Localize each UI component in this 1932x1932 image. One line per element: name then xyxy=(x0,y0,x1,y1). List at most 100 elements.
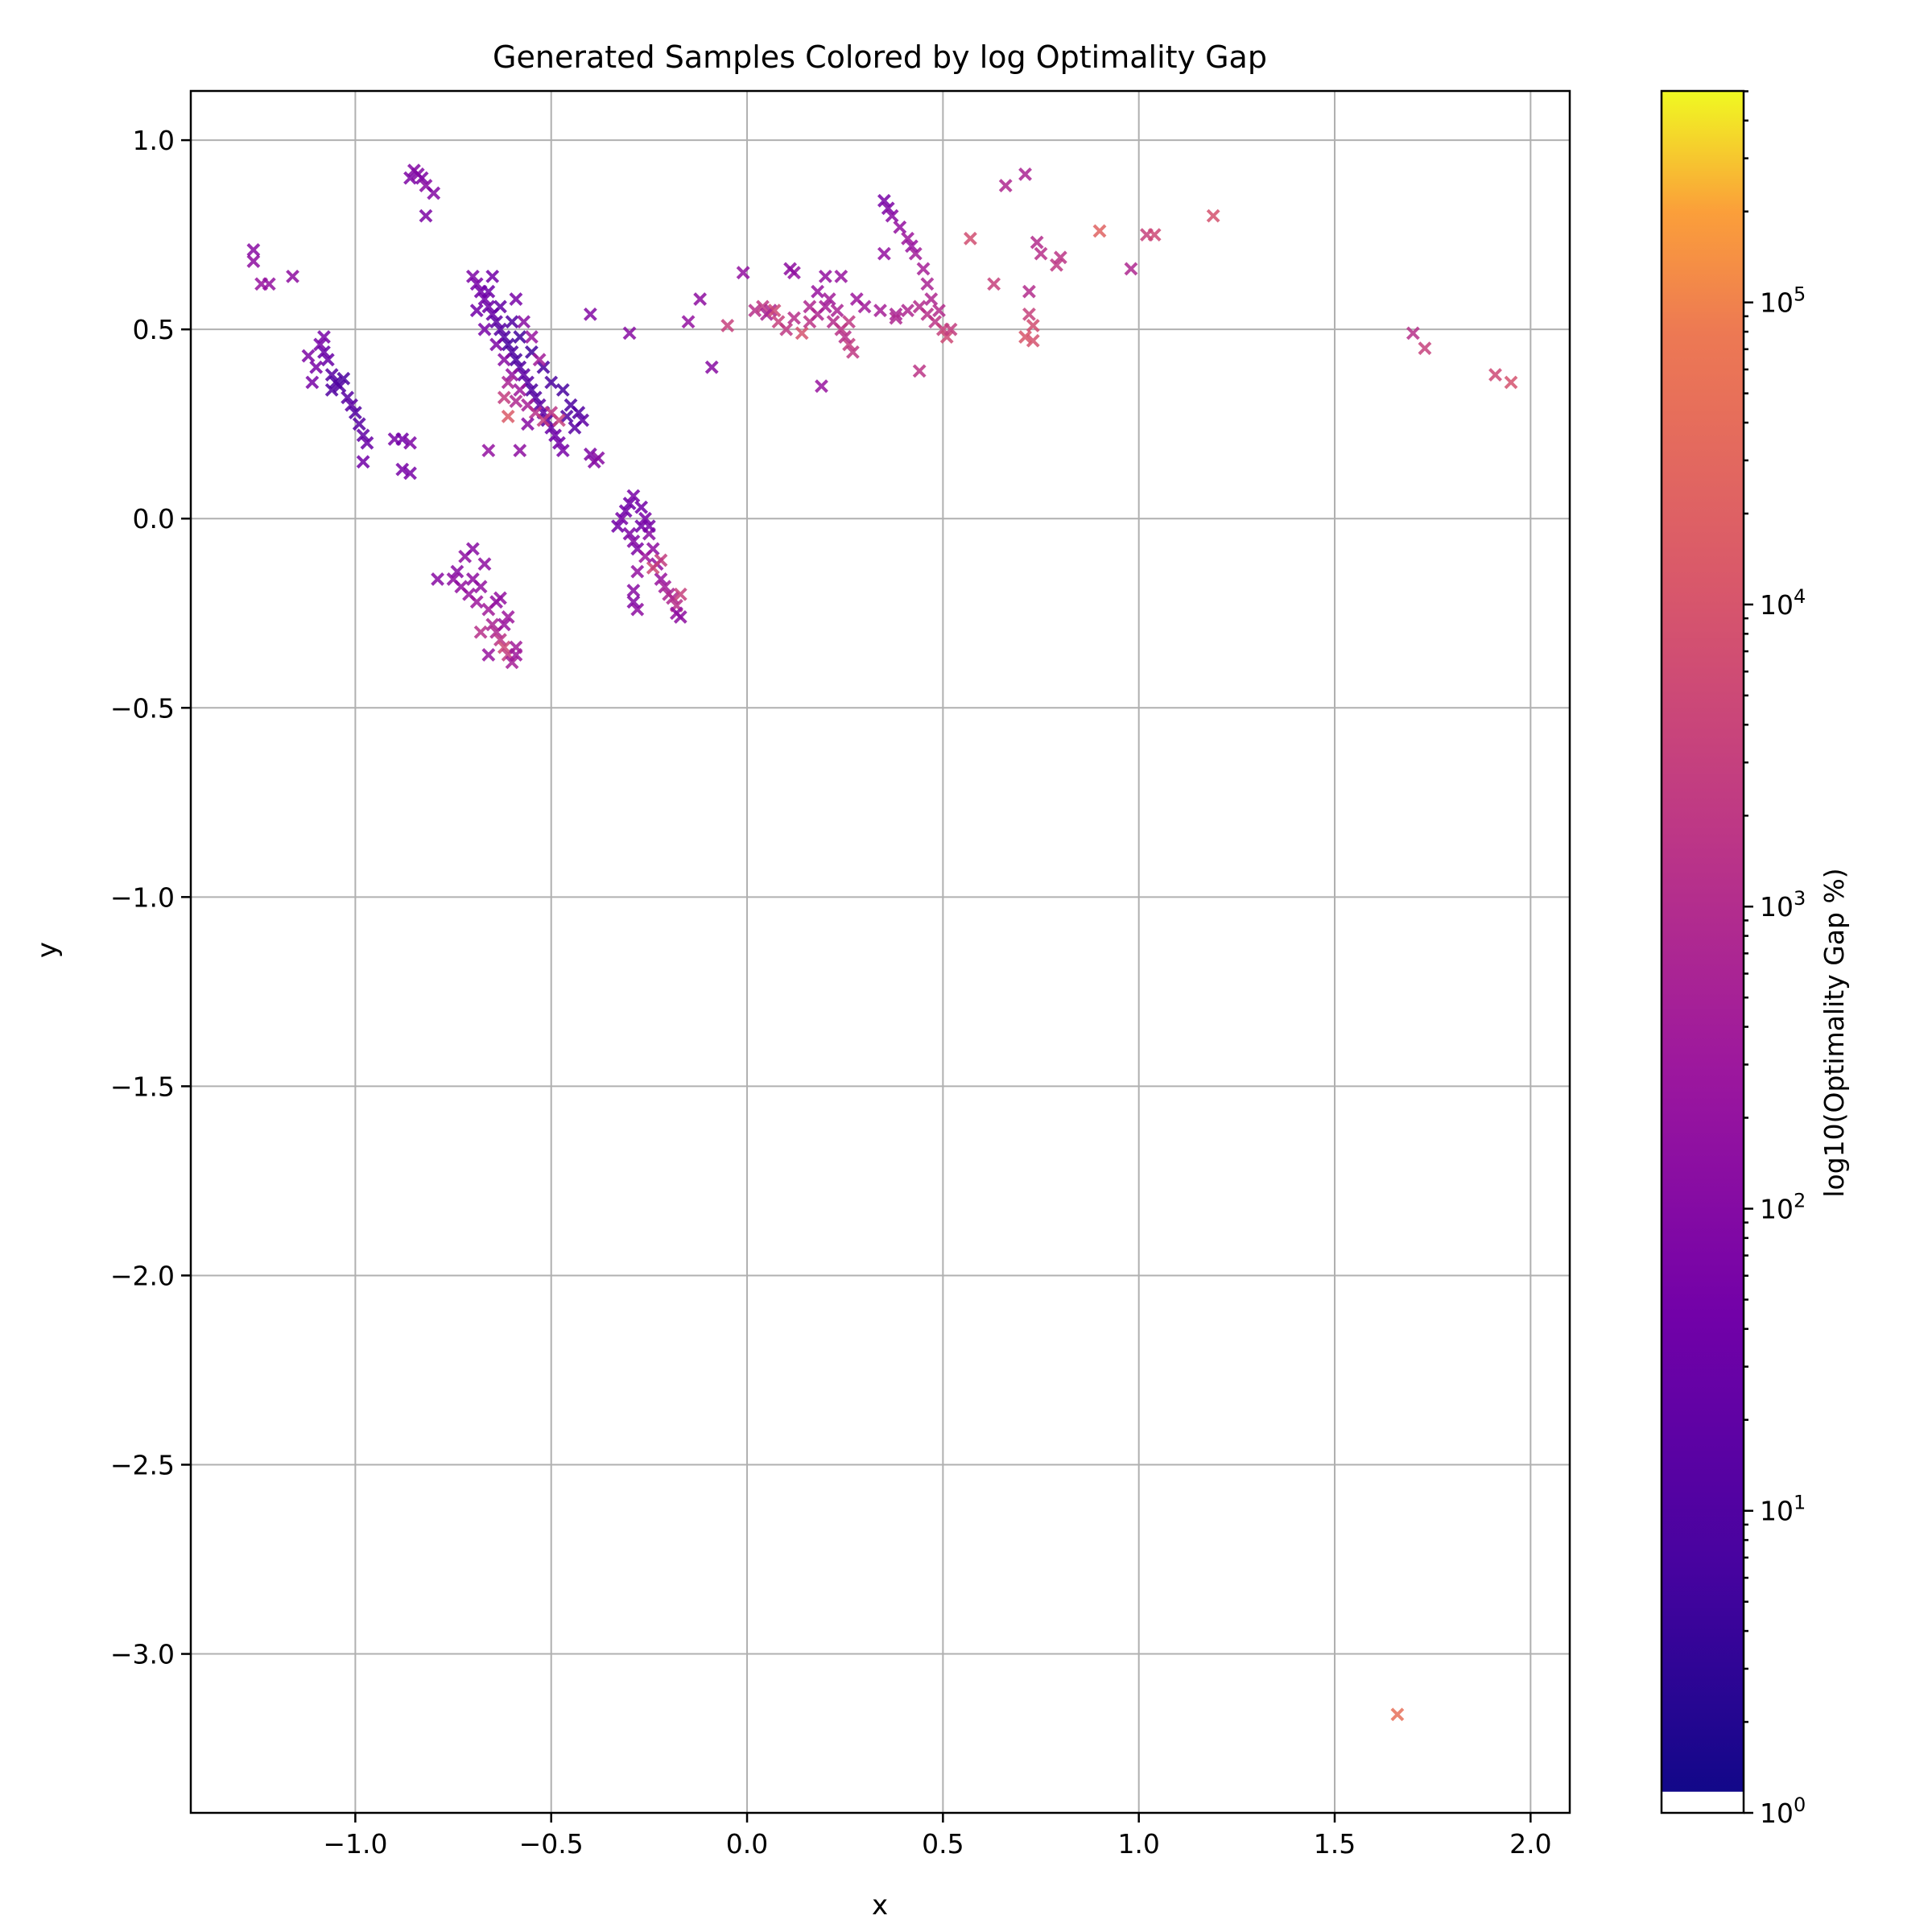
scatter-point xyxy=(908,246,923,261)
scatter-point xyxy=(403,466,417,481)
scatter-point xyxy=(509,394,523,408)
scatter-point xyxy=(1418,341,1432,356)
scatter-point xyxy=(552,413,566,427)
scatter-point xyxy=(403,171,417,185)
scatter-point xyxy=(517,368,531,382)
y-axis-ticks: 1.0 0.5 0.0 −0.5 −1.0 −1.5 −2.0 −2.5 −3.0 xyxy=(110,125,191,1670)
plot-frame xyxy=(189,89,1571,1814)
scatter-point xyxy=(1406,326,1420,341)
scatter-point xyxy=(301,349,316,363)
scatter-point xyxy=(1050,258,1063,272)
scatter-point xyxy=(509,292,523,306)
scatter-point xyxy=(555,444,570,458)
scatter-point xyxy=(493,299,507,314)
scatter-point xyxy=(583,447,597,461)
y-tick-label: 0.0 xyxy=(133,503,175,535)
scatter-point xyxy=(336,371,351,386)
scatter-point xyxy=(411,167,425,181)
scatter-point xyxy=(932,303,946,318)
scatter-point xyxy=(356,455,370,469)
scatter-point xyxy=(893,220,907,234)
x-tick-label: 0.0 xyxy=(726,1828,768,1860)
scatter-point xyxy=(493,591,507,605)
scatter-point xyxy=(485,617,500,632)
scatter-point xyxy=(681,315,696,329)
scatter-point xyxy=(720,319,735,332)
colorbar: 100 101 102 103 104 105 log10(Optimality Gap … xyxy=(1660,89,1850,1829)
scatter-point xyxy=(924,292,939,306)
scatter-point xyxy=(987,277,1001,291)
scatter-point xyxy=(419,208,433,223)
scatter-point xyxy=(877,193,891,208)
scatter-point xyxy=(838,330,852,344)
scatter-point xyxy=(332,379,347,394)
scatter-point xyxy=(493,633,507,647)
x-tick-label: 1.0 xyxy=(1117,1828,1159,1860)
scatter-point xyxy=(555,382,570,397)
y-tick-label: 0.5 xyxy=(133,314,175,345)
scatter-point xyxy=(626,584,641,597)
scatter-point xyxy=(803,299,817,314)
scatter-point xyxy=(501,375,515,390)
y-tick-label: −2.0 xyxy=(110,1260,175,1291)
scatter-point xyxy=(286,269,299,283)
scatter-point xyxy=(348,406,362,420)
colorbar-ticks: 100 101 102 103 104 105 xyxy=(1744,90,1806,1829)
x-tick-label: −0.5 xyxy=(519,1828,584,1860)
scatter-point xyxy=(630,602,645,617)
scatter-point xyxy=(540,413,555,427)
scatter-point xyxy=(469,303,484,318)
colorbar-tick-label: 104 xyxy=(1760,585,1806,621)
scatter-point xyxy=(481,648,496,662)
scatter-point xyxy=(450,564,464,579)
scatter-point xyxy=(889,311,903,325)
scatter-point xyxy=(477,292,492,306)
scatter-point xyxy=(654,553,668,568)
scatter-point xyxy=(548,428,562,443)
scatter-point xyxy=(493,322,507,336)
colorbar-tick-label: 103 xyxy=(1760,887,1806,923)
scatter-point xyxy=(345,398,358,412)
scatter-point xyxy=(552,436,566,450)
scatter-point xyxy=(489,337,503,352)
scatter-point xyxy=(517,315,531,329)
y-tick-label: −1.0 xyxy=(110,881,175,913)
scatter-point xyxy=(246,243,261,257)
scatter-point xyxy=(634,500,649,514)
scatter-point xyxy=(505,655,519,670)
scatter-point xyxy=(901,231,914,246)
scatter-point xyxy=(618,504,633,518)
scatter-point xyxy=(324,368,339,382)
scatter-point xyxy=(509,353,523,367)
scatter-point xyxy=(320,353,335,367)
scatter-point xyxy=(341,390,355,405)
scatter-point xyxy=(1124,262,1138,276)
scatter-point xyxy=(638,549,652,564)
scatter-point xyxy=(481,444,496,458)
scatter-point xyxy=(532,353,547,367)
colorbar-frame xyxy=(1660,89,1745,1814)
scatter-point xyxy=(622,497,637,510)
scatter-point xyxy=(262,277,276,291)
colorbar-tick-label: 105 xyxy=(1760,283,1806,319)
scatter-point xyxy=(501,409,515,423)
scatter-point xyxy=(485,269,500,283)
scatter-point xyxy=(1092,224,1107,238)
scatter-point xyxy=(481,299,496,314)
scatter-point xyxy=(465,269,480,283)
scatter-point xyxy=(501,610,515,624)
scatter-point xyxy=(920,277,935,291)
scatter-point xyxy=(1206,208,1220,223)
x-axis-ticks: −1.0 −0.5 0.0 0.5 1.0 1.5 2.0 xyxy=(323,1813,1552,1860)
scatter-point xyxy=(497,617,511,632)
scatter-point xyxy=(638,511,652,526)
y-tick-label: 1.0 xyxy=(133,125,175,156)
scatter-point xyxy=(489,315,503,329)
y-tick-label: −0.5 xyxy=(110,692,175,724)
scatter-point xyxy=(1053,250,1067,265)
scatter-point xyxy=(756,299,770,314)
scatter-point xyxy=(626,595,641,609)
scatter-point xyxy=(901,303,914,318)
scatter-point xyxy=(477,557,492,572)
scatter-point xyxy=(356,428,370,443)
